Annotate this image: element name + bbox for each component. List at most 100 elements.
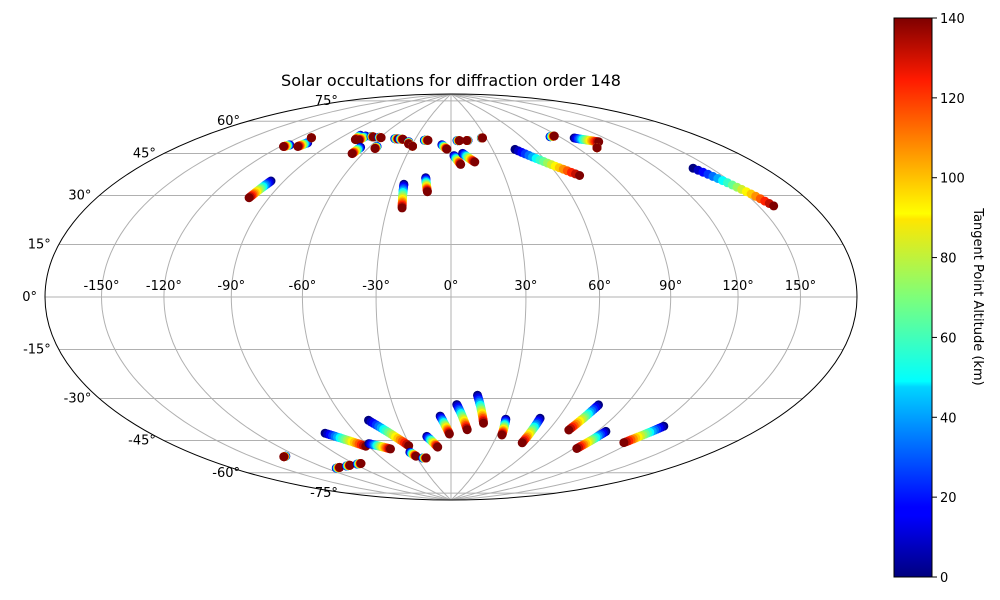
colorbar-tick-label: 20 bbox=[940, 491, 957, 506]
occultation-point bbox=[497, 430, 507, 440]
occultation-track bbox=[341, 460, 355, 471]
occultation-track bbox=[354, 131, 371, 145]
occultation-track bbox=[569, 133, 604, 147]
occultation-track bbox=[437, 140, 452, 154]
tick-labels: -150° -120° -90° -60° -30° 0° 30° 60° 90° 120° 150… bbox=[22, 94, 816, 501]
occultation-point bbox=[386, 444, 395, 454]
occultation-point bbox=[592, 143, 602, 153]
colorbar-label: Tangent Point Altitude (km) bbox=[970, 207, 985, 385]
occultation-point bbox=[549, 131, 559, 141]
occultation-point bbox=[354, 135, 364, 145]
occultation-point bbox=[279, 452, 289, 462]
latitude-tick-label: 45° bbox=[133, 147, 156, 162]
latitude-tick-label: -60° bbox=[212, 466, 240, 481]
colorbar-gradient bbox=[893, 17, 933, 578]
longitude-tick-label: -90° bbox=[217, 279, 245, 294]
occultation-point bbox=[421, 453, 431, 463]
occultation-point bbox=[619, 438, 629, 448]
longitude-tick-label: -120° bbox=[146, 279, 182, 294]
occultation-point bbox=[433, 442, 443, 452]
occultation-track bbox=[419, 135, 433, 145]
occultation-point bbox=[479, 418, 488, 428]
occultation-track bbox=[458, 148, 480, 167]
occultation-point bbox=[408, 141, 417, 151]
occultation-track bbox=[688, 163, 779, 211]
occultation-track bbox=[331, 462, 345, 473]
colorbar-tick-label: 0 bbox=[940, 571, 948, 586]
longitude-tick-label: 90° bbox=[659, 279, 682, 294]
occultation-track bbox=[306, 133, 316, 143]
occultation-point bbox=[564, 425, 574, 435]
occultation-track bbox=[244, 176, 276, 203]
occultation-point bbox=[411, 451, 421, 461]
longitude-tick-label: -150° bbox=[83, 279, 119, 294]
occultation-track bbox=[347, 142, 366, 159]
latitude-tick-label: 75° bbox=[315, 94, 338, 109]
occultation-track bbox=[619, 421, 669, 448]
occultation-track bbox=[395, 134, 408, 144]
longitude-tick-label: -30° bbox=[362, 279, 390, 294]
longitude-tick-label: 120° bbox=[722, 279, 753, 294]
occultation-point bbox=[444, 429, 454, 439]
occultation-point bbox=[423, 135, 433, 145]
latitude-tick-label: 30° bbox=[68, 189, 91, 204]
colorbar-tick-label: 80 bbox=[940, 252, 957, 267]
occultation-track bbox=[408, 141, 417, 151]
occultation-track bbox=[476, 133, 487, 143]
occultation-track bbox=[397, 179, 409, 213]
latitude-tick-label: -15° bbox=[23, 343, 51, 358]
occultation-point bbox=[244, 193, 254, 203]
occultation-track bbox=[452, 136, 464, 146]
occultation-point bbox=[306, 133, 316, 143]
latitude-tick-label: -45° bbox=[128, 434, 156, 449]
occultation-point bbox=[335, 462, 345, 472]
colorbar: 0 20 40 60 80 100 120 140 Tangent Point Altitud… bbox=[893, 12, 985, 586]
latitude-tick-label: -30° bbox=[64, 392, 92, 407]
occultation-point bbox=[376, 133, 386, 143]
occultation-track bbox=[352, 459, 366, 469]
chart-title: Solar occultations for diffraction order… bbox=[281, 71, 621, 90]
colorbar-ticks: 0 20 40 60 80 100 120 140 bbox=[932, 12, 965, 586]
occultation-track bbox=[364, 415, 414, 451]
occultation-track bbox=[293, 138, 313, 151]
occultation-track bbox=[473, 390, 488, 428]
occultation-track bbox=[418, 453, 431, 463]
latitude-tick-label: -75° bbox=[310, 486, 338, 501]
occultation-point bbox=[356, 459, 366, 468]
occultation-point bbox=[345, 460, 355, 470]
longitude-tick-label: 30° bbox=[514, 279, 537, 294]
occultation-track bbox=[592, 143, 602, 153]
longitude-tick-label: 60° bbox=[588, 279, 611, 294]
occultation-point bbox=[572, 444, 582, 453]
occultation-point bbox=[517, 438, 527, 448]
occultation-track bbox=[462, 136, 473, 145]
occultation-point bbox=[347, 149, 357, 159]
occultation-track bbox=[405, 447, 421, 461]
occultation-track bbox=[452, 400, 472, 435]
occultation-track bbox=[572, 426, 611, 453]
colorbar-tick-label: 40 bbox=[940, 411, 957, 426]
occultation-track bbox=[421, 173, 432, 197]
occultation-point bbox=[293, 142, 303, 151]
colorbar-tick-label: 120 bbox=[940, 92, 965, 107]
longitude-tick-label: 150° bbox=[785, 279, 816, 294]
occultation-point bbox=[769, 201, 779, 211]
colorbar-tick-label: 60 bbox=[940, 331, 957, 346]
longitude-tick-label: -60° bbox=[289, 279, 317, 294]
occultation-point bbox=[478, 133, 487, 143]
occultation-track bbox=[320, 428, 371, 451]
occultation-point bbox=[575, 171, 585, 180]
occultation-point bbox=[422, 187, 432, 197]
occultation-point bbox=[462, 136, 472, 145]
occultation-track bbox=[422, 431, 443, 452]
occultation-track bbox=[564, 400, 603, 435]
occultation-track bbox=[497, 414, 511, 440]
colorbar-tick-label: 100 bbox=[940, 172, 965, 187]
data-layer bbox=[244, 130, 779, 473]
latitude-tick-label: 60° bbox=[217, 114, 240, 129]
occultation-track bbox=[374, 132, 386, 143]
map-boundary bbox=[44, 93, 858, 501]
occultation-track bbox=[435, 411, 454, 439]
occultation-track bbox=[517, 413, 545, 448]
